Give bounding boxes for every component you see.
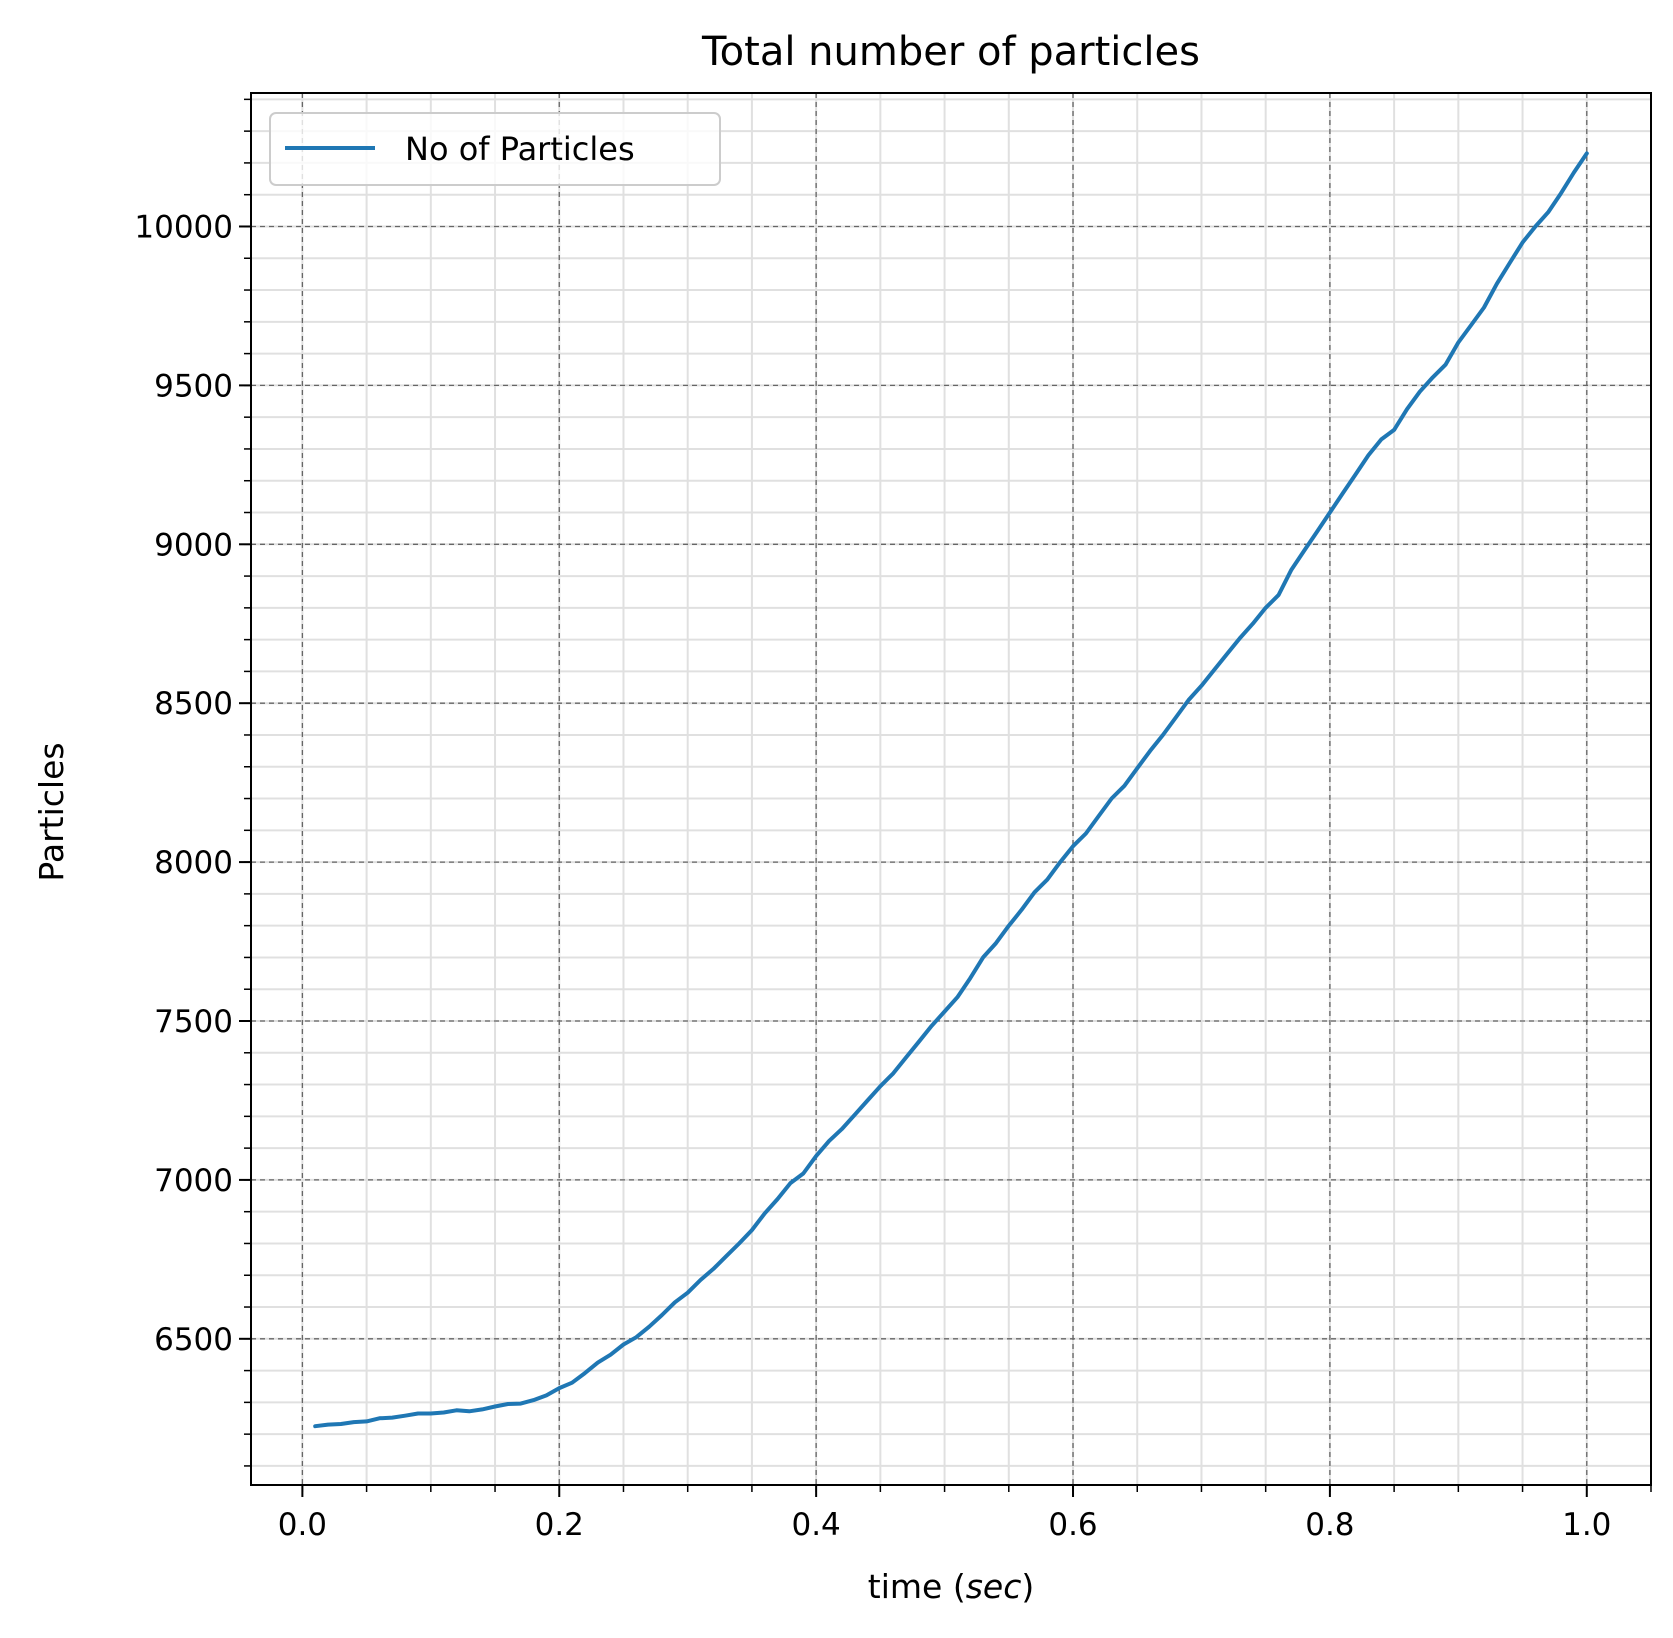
x-tick-label: 0.8 [1305, 1507, 1354, 1543]
x-axis-label-suffix: ) [1021, 1567, 1034, 1606]
y-tick-label: 8000 [154, 845, 233, 881]
x-tick-label: 0.2 [535, 1507, 584, 1543]
y-tick-label: 10000 [134, 209, 233, 245]
plot-frame [250, 92, 1652, 1486]
series-line-0 [313, 151, 1589, 1429]
y-tick-label: 7000 [154, 1163, 233, 1199]
y-tick-label: 9500 [154, 368, 233, 404]
legend: No of Particles [269, 112, 721, 186]
x-axis-label-prefix: time ( [868, 1567, 966, 1606]
y-tick-label: 8500 [154, 686, 233, 722]
series-layer [313, 151, 1589, 1429]
x-tick-label: 1.0 [1562, 1507, 1611, 1543]
x-axis-ticks: 0.0 0.2 0.4 0.6 0.8 1.0 [278, 1485, 1652, 1543]
y-tick-label: 7500 [154, 1004, 233, 1040]
legend-box [269, 112, 721, 186]
x-axis-label-unit: sec [966, 1567, 1022, 1606]
legend-label-no-of-particles: No of Particles [405, 130, 635, 168]
x-axis-label: time (sec) [868, 1567, 1034, 1606]
y-tick-label: 6500 [154, 1322, 233, 1358]
y-axis-ticks: 6500 7000 7500 8000 8500 9000 9500 10000 [134, 98, 251, 1467]
chart-title: Total number of particles [701, 29, 1200, 75]
major-grid [251, 93, 1651, 1485]
x-tick-label: 0.4 [791, 1507, 840, 1543]
x-tick-label: 0.6 [1048, 1507, 1097, 1543]
y-axis-label: Particles [32, 742, 71, 881]
y-tick-label: 9000 [154, 527, 233, 563]
minor-grid [251, 93, 1652, 1485]
x-tick-label: 0.0 [278, 1507, 327, 1543]
